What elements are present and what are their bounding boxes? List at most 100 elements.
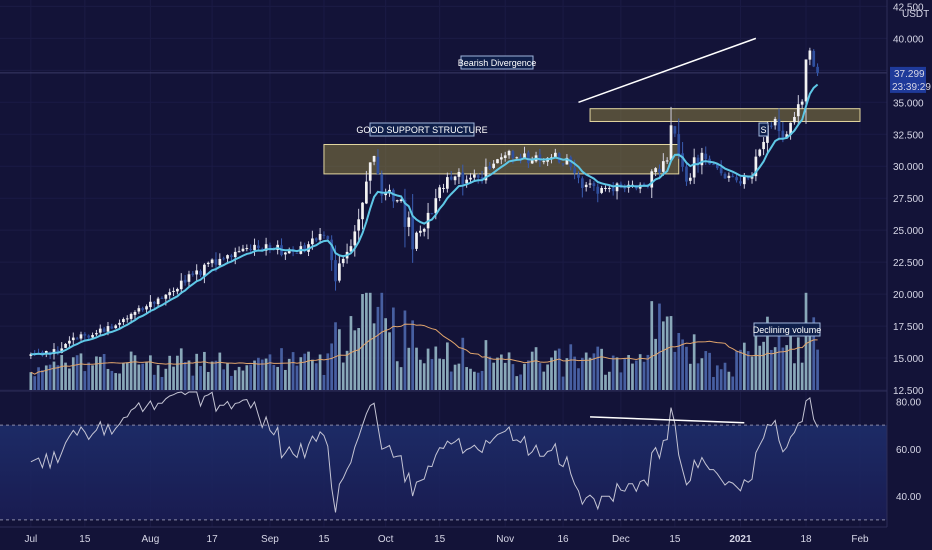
time-tick-label: 15 [79,534,91,545]
volume-bar [102,354,106,390]
rsi-divergence-line [590,416,745,424]
volume-pane [29,292,819,390]
candle-body [330,239,334,261]
volume-bar [365,292,368,390]
volume-bar [623,358,627,390]
candle-body [712,164,715,166]
volume-bar [187,360,191,390]
volume-bar [83,371,87,390]
price-tick-label: 12.500 [893,386,924,397]
volume-bar [688,363,692,390]
candle-body [503,155,507,158]
volume-bar [480,370,484,390]
candle-body [465,179,468,184]
price-tag-value: 37.299 [894,69,925,80]
candle-body [87,335,91,338]
price-tag-countdown: 23:39:29 [892,82,931,93]
candle-body [183,279,187,283]
price-tick-label: 25.000 [893,226,924,237]
candle-body [145,306,148,310]
candle-body [133,312,137,315]
candle-body [442,187,445,189]
price-tick-label: 42.500 [893,2,924,13]
volume-bar [284,369,287,390]
candle-body [160,298,164,300]
candle-body [245,248,249,250]
volume-bar [64,362,67,390]
volume-bar [152,374,156,390]
candle-body [526,152,530,164]
candle-body [769,125,773,127]
volume-bar [222,369,226,390]
candle-body [704,153,708,160]
volume-bar [330,343,334,390]
volume-bar [611,355,615,390]
candle-body [137,308,141,312]
candle-body [623,187,627,189]
time-axis[interactable]: Jul 15 Aug 17 Sep 15 Oct 15 Nov 16 Dec 15 2021 18 Feb [0,526,887,545]
volume-bar [52,361,56,390]
candle-body [661,161,665,172]
time-tick-label: 17 [207,534,219,545]
volume-bar [411,320,414,390]
volume-bar [291,352,295,390]
candle-body [804,59,808,102]
volume-bar [218,352,222,390]
volume-bar [573,356,576,390]
candle-body [816,66,819,73]
candle-body [149,301,152,308]
candle-body [303,245,307,252]
volume-bar [361,293,364,390]
rsi-axis[interactable]: 80.00 60.00 40.00 [896,397,921,503]
candle-body [380,174,384,196]
volume-bar [735,351,738,390]
volume-bar [723,362,727,390]
volume-bar [41,370,44,390]
candle-body [79,334,83,339]
candle-body [511,151,515,158]
volume-bar [523,363,526,390]
volume-bar [773,347,777,390]
volume-bar [233,370,237,390]
volume-bar [260,359,264,390]
volume-bar [68,368,71,390]
candle-body [361,202,364,220]
volume-bar [56,365,60,390]
volume-bar [60,355,64,390]
volume-bar [754,324,758,390]
candle-body [199,271,202,275]
candle-body [156,298,160,305]
resistance-zone [589,108,861,122]
candle-body [530,160,534,164]
candle-body [295,252,299,254]
volume-bar [777,335,781,390]
candle-body [762,141,765,150]
candle-body [214,259,218,265]
volume-bar [742,342,746,390]
candle-body [438,187,441,198]
volume-bar [368,292,372,390]
candle-body [607,187,611,189]
candle-body [758,149,762,156]
volume-bar [91,365,94,390]
candle-body [284,252,287,255]
volume-bar [631,363,634,390]
volume-bar [553,350,557,390]
candle-body [206,262,210,265]
volume-bar [434,346,438,390]
time-tick-label: 16 [557,534,569,545]
volume-bar [264,358,268,390]
volume-bar [419,359,422,390]
candle-body [233,251,237,258]
volume-bar [318,354,322,390]
candle-body [83,333,87,336]
price-tick-label: 35.000 [893,98,924,109]
candle-body [742,176,746,185]
volume-bar [800,362,804,390]
candle-body [98,328,102,333]
candle-body [723,173,727,179]
candle-body [64,343,67,348]
volume-bar [122,362,125,390]
candle-body [588,183,592,185]
